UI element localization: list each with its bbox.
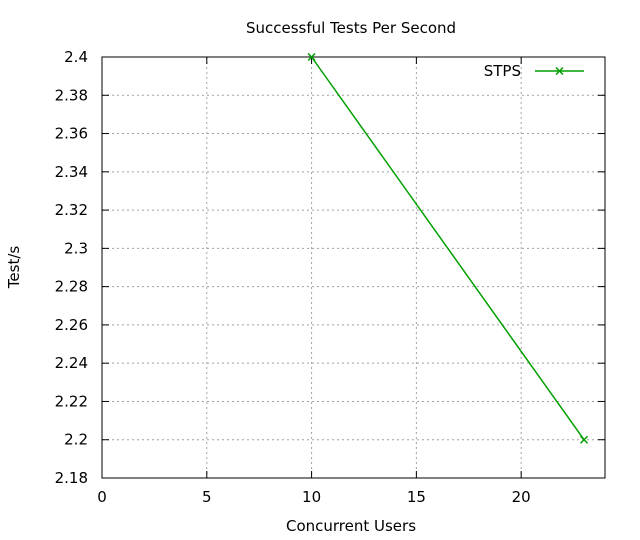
y-tick-label: 2.28 xyxy=(55,278,88,296)
y-tick-label: 2.2 xyxy=(64,431,88,449)
x-tick-label: 10 xyxy=(302,488,321,506)
y-tick-label: 2.22 xyxy=(55,392,88,410)
axis-ticks: 2.18 2.2 2.22 2.24 2.26 2.28 2.3 2.32 2.34 2.36 2.… xyxy=(55,48,605,506)
series-layer xyxy=(307,52,589,444)
x-axis-label: Concurrent Users xyxy=(286,517,416,535)
legend-label-stps: STPS xyxy=(484,62,521,80)
y-tick-label: 2.18 xyxy=(55,469,88,487)
y-tick-label: 2.32 xyxy=(55,201,88,219)
y-tick-label: 2.38 xyxy=(55,86,88,104)
x-tick-label: 0 xyxy=(97,488,107,506)
series-line-stps xyxy=(310,56,585,441)
data-point-marker xyxy=(580,435,589,444)
chart-title: Successful Tests Per Second xyxy=(246,19,456,37)
y-tick-label: 2.34 xyxy=(55,163,88,181)
data-point-marker xyxy=(307,52,316,62)
x-tick-label: 5 xyxy=(202,488,212,506)
legend-marker-stps xyxy=(555,66,564,76)
y-axis-label: Test/s xyxy=(5,246,23,290)
y-tick-label: 2.4 xyxy=(64,48,88,66)
x-tick-label: 20 xyxy=(512,488,531,506)
x-tick-label: 15 xyxy=(407,488,426,506)
y-tick-label: 2.26 xyxy=(55,316,88,334)
plot-frame xyxy=(101,56,606,479)
legend: STPS xyxy=(484,62,584,80)
y-tick-label: 2.3 xyxy=(64,239,88,257)
y-tick-label: 2.36 xyxy=(55,125,88,143)
y-tick-label: 2.24 xyxy=(55,354,88,372)
grid xyxy=(102,57,605,478)
